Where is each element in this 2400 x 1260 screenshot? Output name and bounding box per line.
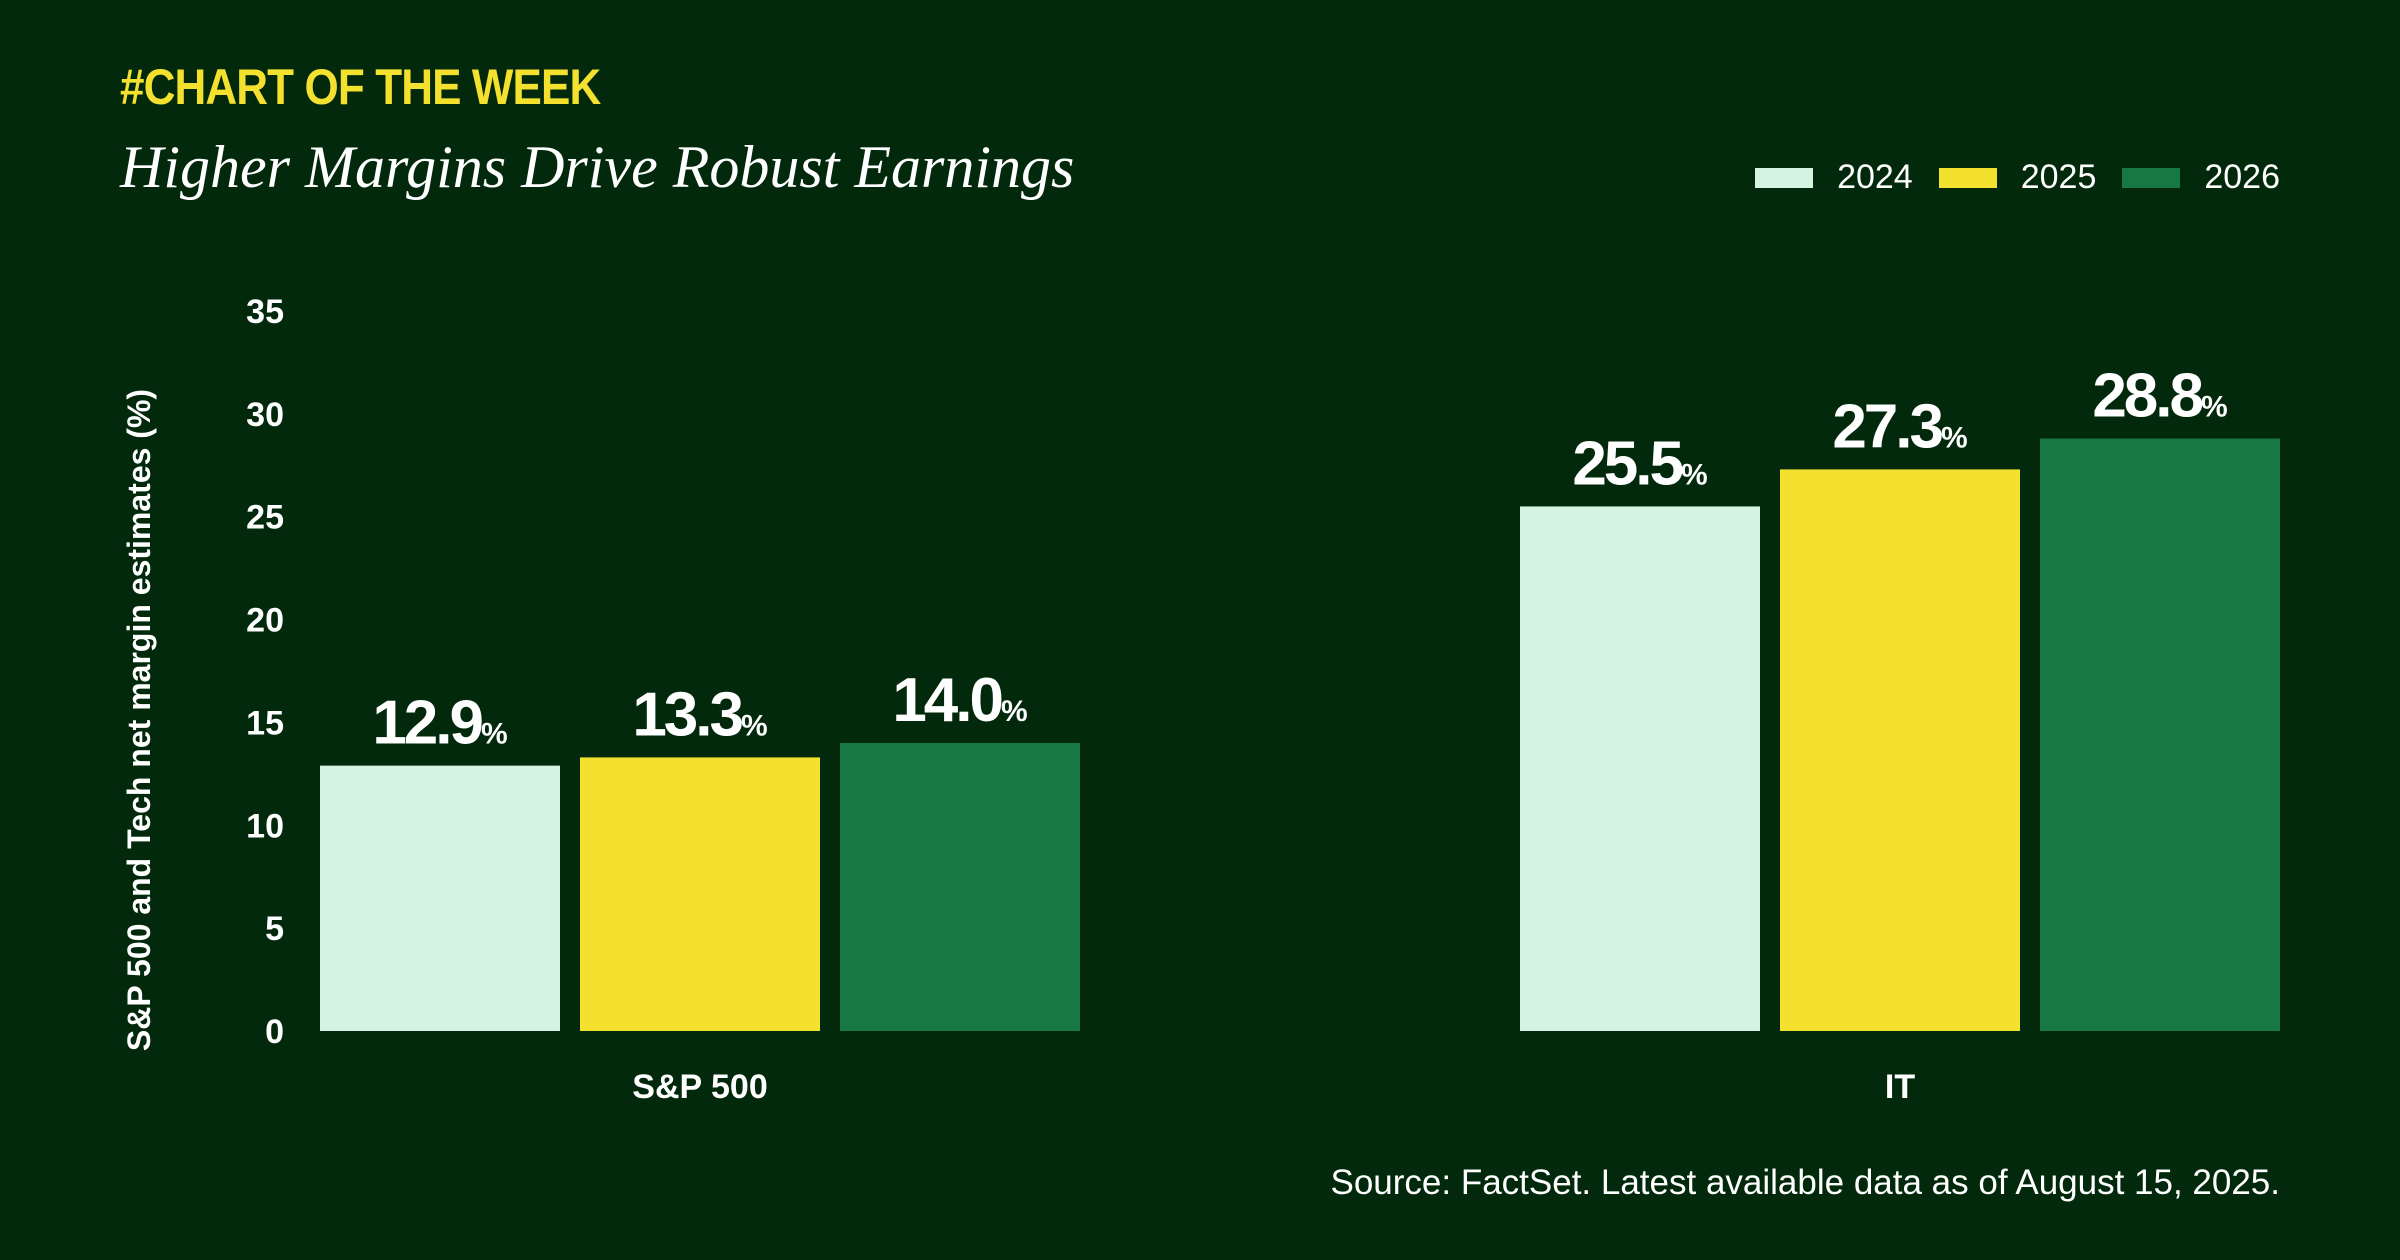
data-label-value: 28.8 bbox=[2092, 362, 2202, 431]
legend-label-2025: 2025 bbox=[2020, 158, 2097, 196]
data-label-suffix: % bbox=[1941, 421, 1968, 454]
bar-2024-it bbox=[1520, 506, 1760, 1031]
legend-item-2026: 2026 bbox=[2122, 158, 2280, 197]
y-tick-label: 20 bbox=[246, 602, 284, 640]
chart-title: Higher Margins Drive Robust Earnings bbox=[120, 134, 1075, 200]
y-tick-label: 35 bbox=[246, 293, 284, 331]
data-label-suffix: % bbox=[1681, 458, 1708, 491]
x-category-label: S&P 500 bbox=[632, 1068, 767, 1106]
legend-item-2024: 2024 bbox=[1755, 158, 1913, 197]
data-label-suffix: % bbox=[2201, 391, 2228, 424]
data-label-value: 13.3 bbox=[632, 680, 742, 749]
legend-swatch-2026 bbox=[2122, 167, 2181, 188]
source-note: Source: FactSet. Latest available data a… bbox=[1330, 1163, 2280, 1202]
data-label-value: 27.3 bbox=[1832, 392, 1942, 461]
y-tick-label: 30 bbox=[246, 396, 284, 434]
bar-2025-it bbox=[1780, 469, 2020, 1031]
y-tick-label: 25 bbox=[246, 499, 284, 537]
y-tick-label: 5 bbox=[265, 910, 284, 948]
bar-2024-sp500 bbox=[320, 765, 560, 1031]
y-tick-label: 10 bbox=[246, 807, 284, 845]
data-label-suffix: % bbox=[481, 718, 508, 751]
legend-label-2024: 2024 bbox=[1837, 158, 1913, 196]
data-label: 27.3% bbox=[1832, 392, 1967, 461]
data-label: 12.9% bbox=[372, 689, 507, 758]
legend-swatch-2024 bbox=[1755, 167, 1814, 188]
data-label: 13.3% bbox=[632, 680, 767, 749]
bar-2026-sp500 bbox=[840, 743, 1080, 1031]
y-axis-title: S&P 500 and Tech net margin estimates (%… bbox=[121, 389, 157, 1051]
y-axis-ticks: 0 5 10 15 20 25 30 35 bbox=[246, 293, 284, 1051]
y-tick-label: 15 bbox=[246, 704, 284, 742]
data-label: 25.5% bbox=[1572, 429, 1707, 498]
data-label-value: 12.9 bbox=[372, 689, 482, 758]
x-axis-labels: S&P 500 IT bbox=[632, 1068, 1915, 1106]
data-label-value: 25.5 bbox=[1572, 429, 1682, 498]
legend: 2024 2025 2026 bbox=[1729, 158, 2280, 197]
data-label: 28.8% bbox=[2092, 362, 2227, 431]
data-label-value: 14.0 bbox=[892, 666, 1001, 735]
bar-2026-it bbox=[2040, 438, 2280, 1031]
data-label-suffix: % bbox=[1001, 695, 1028, 728]
x-category-label: IT bbox=[1885, 1068, 1915, 1106]
legend-label-2026: 2026 bbox=[2204, 158, 2280, 196]
bar-2025-sp500 bbox=[580, 757, 820, 1031]
y-tick-label: 0 bbox=[265, 1013, 284, 1051]
legend-item-2025: 2025 bbox=[1938, 158, 2097, 197]
data-label: 14.0% bbox=[892, 666, 1027, 735]
legend-swatch-2025 bbox=[1938, 167, 1997, 188]
data-label-suffix: % bbox=[741, 709, 768, 742]
chart-of-the-week-kicker: #CHART OF THE WEEK bbox=[120, 59, 601, 115]
bars: 12.9% 13.3% 14.0%25.5%27.3%28.8% bbox=[320, 362, 2280, 1031]
